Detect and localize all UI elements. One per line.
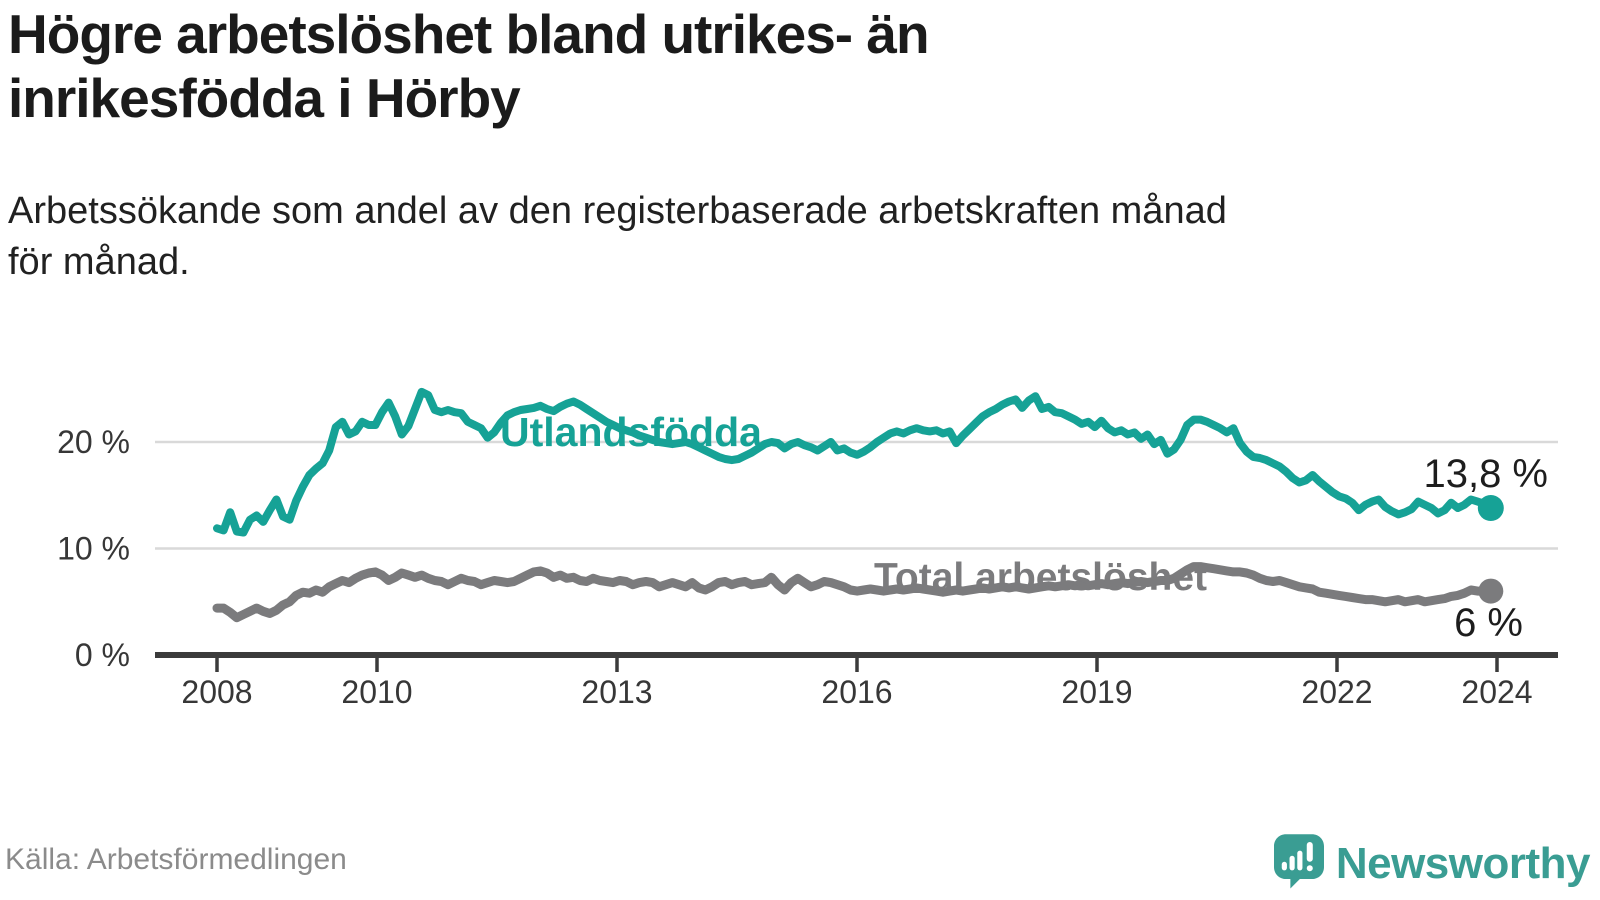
svg-text:2016: 2016 bbox=[821, 674, 892, 710]
newsworthy-logo-text: Newsworthy bbox=[1335, 838, 1591, 888]
svg-text:0 %: 0 % bbox=[75, 637, 130, 673]
end-value-label-total: 6 % bbox=[1454, 601, 1523, 645]
svg-text:2010: 2010 bbox=[341, 674, 412, 710]
source-attribution: Källa: Arbetsförmedlingen bbox=[5, 843, 347, 876]
svg-text:2013: 2013 bbox=[581, 674, 652, 710]
series-label-utlandsfodda: Utlandsfödda bbox=[500, 409, 762, 455]
svg-text:2022: 2022 bbox=[1301, 674, 1372, 710]
page-subtitle: Arbetssökande som andel av den registerb… bbox=[8, 190, 1227, 284]
newsworthy-logo-icon bbox=[1273, 834, 1324, 889]
svg-text:2019: 2019 bbox=[1061, 674, 1132, 710]
newsworthy-logo: Newsworthy bbox=[1273, 830, 1591, 897]
series-label-total-arbetsloshet: Total arbetslöshet bbox=[874, 556, 1208, 599]
svg-text:10 %: 10 % bbox=[57, 531, 130, 567]
page-title: Högre arbetslöshet bland utrikes- än inr… bbox=[8, 3, 930, 130]
svg-text:20 %: 20 % bbox=[57, 424, 130, 460]
svg-text:2024: 2024 bbox=[1461, 674, 1532, 710]
end-value-label-utlandsfodda: 13,8 % bbox=[1423, 452, 1548, 496]
svg-text:2008: 2008 bbox=[181, 674, 252, 710]
